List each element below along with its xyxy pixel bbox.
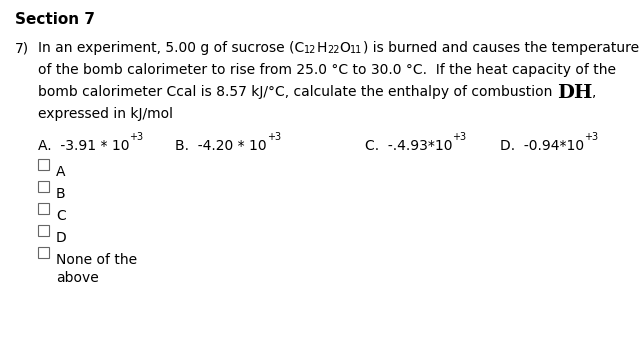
Bar (38, 247, 49, 258)
Text: DH: DH (557, 84, 592, 102)
Text: D.  -0.94*10: D. -0.94*10 (500, 139, 584, 153)
Text: B: B (56, 187, 66, 201)
Text: B.  -4.20 * 10: B. -4.20 * 10 (175, 139, 267, 153)
Bar (38, 159, 49, 170)
Text: +3: +3 (267, 132, 281, 142)
Text: ,: , (592, 85, 596, 99)
Text: 22: 22 (327, 45, 339, 55)
Text: C: C (56, 209, 66, 223)
Bar (38, 181, 49, 192)
Text: A: A (56, 165, 66, 179)
Text: D: D (56, 231, 67, 245)
Text: ) is burned and causes the temperature: ) is burned and causes the temperature (363, 41, 639, 55)
Text: H: H (317, 41, 327, 55)
Text: expressed in kJ/mol: expressed in kJ/mol (38, 107, 173, 121)
Text: +3: +3 (584, 132, 598, 142)
Text: O: O (339, 41, 350, 55)
Text: +3: +3 (129, 132, 144, 142)
Text: A.  -3.91 * 10: A. -3.91 * 10 (38, 139, 129, 153)
Text: C.  -.4.93*10: C. -.4.93*10 (365, 139, 453, 153)
Text: None of the: None of the (56, 253, 137, 267)
Text: 7): 7) (15, 41, 29, 55)
Bar (38, 203, 49, 214)
Text: Section 7: Section 7 (15, 12, 95, 27)
Text: 12: 12 (304, 45, 317, 55)
Text: of the bomb calorimeter to rise from 25.0 °C to 30.0 °C.  If the heat capacity o: of the bomb calorimeter to rise from 25.… (38, 63, 616, 77)
Bar (38, 225, 49, 236)
Text: +3: +3 (453, 132, 467, 142)
Text: 11: 11 (350, 45, 363, 55)
Text: In an experiment, 5.00 g of sucrose (C: In an experiment, 5.00 g of sucrose (C (38, 41, 304, 55)
Text: bomb calorimeter Ccal is 8.57 kJ/°C, calculate the enthalpy of combustion: bomb calorimeter Ccal is 8.57 kJ/°C, cal… (38, 85, 557, 99)
Text: above: above (56, 271, 99, 285)
